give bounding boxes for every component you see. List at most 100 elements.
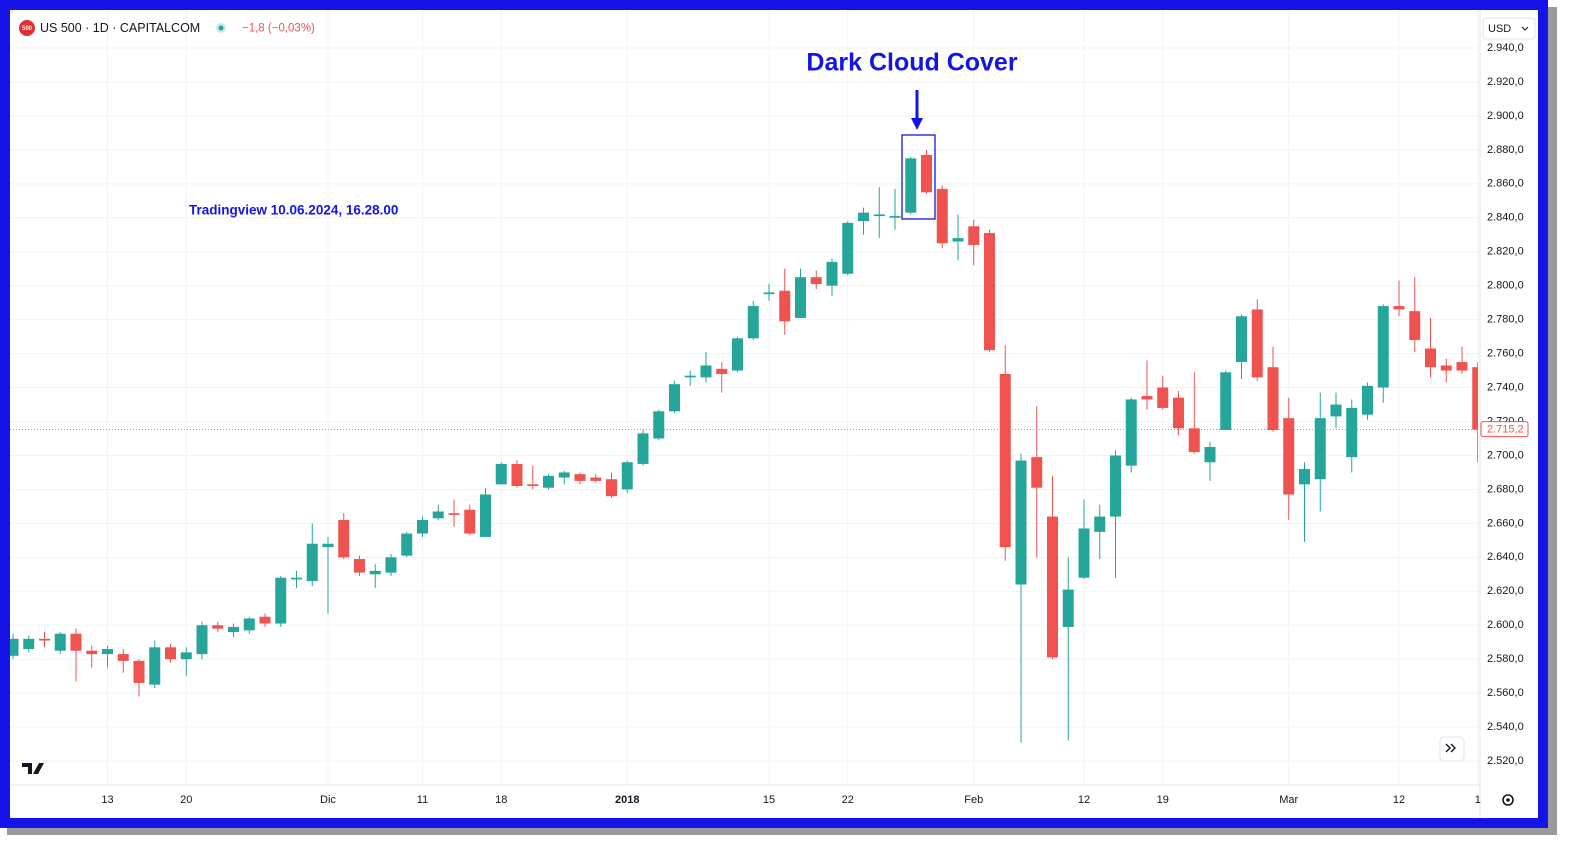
y-tick-label: 2.600,0 (1487, 619, 1524, 631)
candle-body (1377, 306, 1389, 388)
candle-body (1346, 407, 1358, 458)
candle-body (102, 649, 113, 655)
candle-body (1078, 528, 1090, 578)
y-tick-label: 2.860,0 (1487, 178, 1524, 190)
candle-body (936, 188, 948, 244)
candle-body (763, 292, 775, 295)
x-tick-label: 11 (417, 794, 428, 806)
candle-body (259, 616, 271, 624)
candle-body (653, 411, 665, 439)
scroll-right-icon (1445, 743, 1456, 753)
candle-body (1409, 311, 1421, 341)
x-tick-label: 19 (1157, 794, 1169, 806)
candle-body (889, 216, 901, 218)
y-tick-label: 2.820,0 (1487, 246, 1524, 258)
candle-body (511, 463, 523, 487)
candle-body (1220, 372, 1232, 430)
candle-body (417, 519, 428, 534)
candle-body (810, 277, 822, 284)
candle-body (1204, 446, 1216, 463)
candle-body (354, 559, 365, 573)
candle-body (1362, 385, 1373, 415)
axes: 2.520,0 2.540,0 2.560,0 2.580,0 2.600,0 2.620… (10, 42, 1529, 806)
candle-body (86, 650, 98, 655)
chart-background (10, 10, 1538, 818)
candle-body (306, 543, 318, 582)
y-tick-label: 2.520,0 (1487, 755, 1524, 767)
candle-body (558, 472, 570, 478)
candle-body (275, 577, 287, 624)
candle-body (527, 484, 539, 487)
x-tick-label: Feb (964, 794, 983, 806)
y-tick-label: 2.880,0 (1487, 144, 1524, 156)
candles (10, 149, 1478, 743)
candle-body (999, 373, 1011, 548)
candle-body (1393, 306, 1405, 310)
candle-body (952, 238, 964, 242)
candle-body (1267, 367, 1279, 430)
y-tick-label: 2.560,0 (1487, 687, 1524, 699)
candle-body (385, 557, 397, 573)
price-change: −1,8 (−0,03%) (242, 23, 315, 35)
candle-body (495, 463, 507, 485)
candle-body (133, 660, 145, 683)
candle-body (291, 577, 302, 580)
candle-body (180, 652, 192, 660)
candle-body (700, 365, 712, 378)
candle-body (338, 519, 350, 558)
candle-body (1188, 428, 1200, 453)
x-tick-label: Mar (1279, 794, 1298, 806)
x-tick-label: 18 (495, 794, 507, 806)
last-price-label: 2.715,2 (1487, 424, 1524, 436)
candle-body (432, 511, 444, 519)
currency: USD (1488, 23, 1511, 35)
candle-body (716, 368, 728, 374)
scroll-right-button[interactable] (1439, 736, 1465, 762)
candle-body (1173, 397, 1184, 429)
symbol-logo-text: 500 (22, 26, 33, 32)
candle-body (968, 226, 980, 245)
y-tick-label: 2.620,0 (1487, 585, 1524, 597)
candle-body (1425, 348, 1436, 368)
tradingview-logo[interactable] (22, 763, 44, 774)
candle-body (10, 638, 19, 656)
candle-body (637, 433, 649, 464)
candle-body (590, 477, 602, 481)
candle-body (1330, 404, 1342, 417)
candle-body (401, 533, 413, 556)
candle-body (1015, 460, 1027, 585)
grid (10, 10, 1480, 785)
x-tick-label: 12 (1393, 794, 1405, 806)
candle-body (480, 494, 491, 537)
settings-button[interactable] (1502, 794, 1514, 806)
candle-body (1125, 399, 1137, 466)
last-price-tag (1480, 421, 1529, 438)
y-tick-label: 2.660,0 (1487, 517, 1524, 529)
candle-body (795, 277, 806, 318)
candle-body (684, 375, 696, 378)
y-tick-label: 2.700,0 (1487, 449, 1524, 461)
candle-body (1094, 516, 1106, 532)
candle-body (606, 479, 617, 497)
y-tick-label: 2.840,0 (1487, 212, 1524, 224)
candle-body (149, 647, 161, 685)
candle-body (117, 654, 129, 661)
candle-body (1472, 367, 1478, 430)
symbol: US 500 · 1D · CAPITALCOM (40, 21, 200, 35)
y-tick-label: 2.920,0 (1487, 76, 1524, 88)
candle-body (1157, 387, 1169, 408)
candle-body (39, 638, 50, 641)
candle-body (543, 475, 554, 488)
timestamp-annotation: Tradingview 10.06.2024, 16.28.00 (189, 203, 398, 218)
candle-body (1440, 365, 1452, 371)
x-tick-label: 2018 (615, 794, 639, 806)
candle-body (1299, 469, 1310, 485)
candle-body (448, 513, 460, 515)
candle-body (826, 261, 838, 286)
candle-body (23, 638, 35, 650)
currency-button[interactable] (1482, 17, 1536, 40)
candle-body (1314, 418, 1326, 480)
pattern-box (901, 134, 936, 220)
y-tick-label: 2.760,0 (1487, 347, 1524, 359)
candle-body (165, 647, 176, 660)
